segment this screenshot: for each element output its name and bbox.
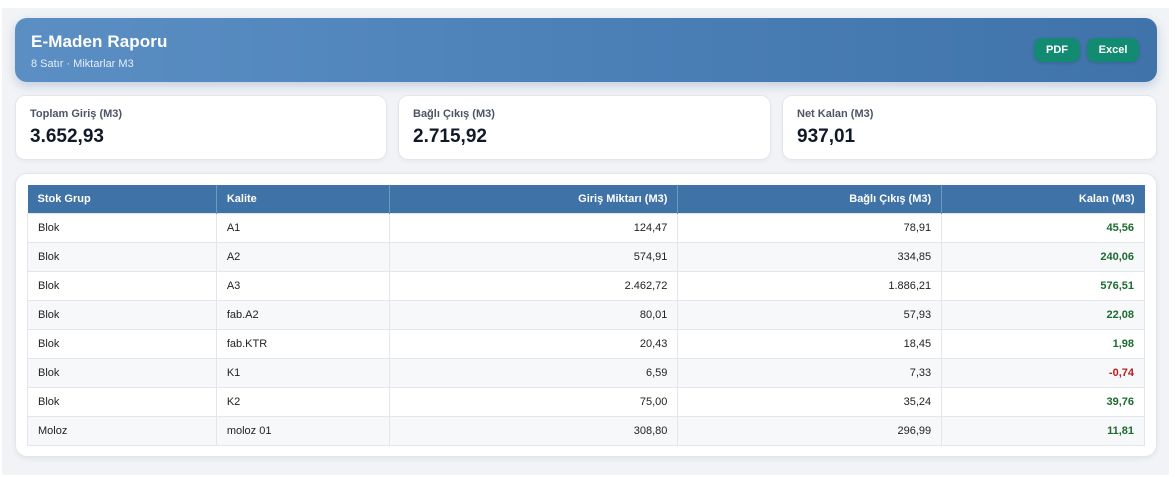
cell-in-amount: 80,01 bbox=[388, 299, 679, 330]
column-header-linked-out[interactable]: Bağlı Çıkış (M3) bbox=[677, 185, 943, 213]
cell-linked-out: 78,91 bbox=[677, 212, 943, 243]
cell-quality: A1 bbox=[215, 212, 390, 243]
cell-linked-out: 35,24 bbox=[677, 386, 943, 417]
cell-in-amount: 20,43 bbox=[388, 328, 679, 359]
cell-stock-group: Blok bbox=[27, 212, 217, 243]
cell-in-amount: 574,91 bbox=[388, 241, 679, 272]
report-table: Stok Grup Kalite Giriş Miktarı (M3) Bağl… bbox=[27, 185, 1145, 446]
cell-linked-out: 18,45 bbox=[677, 328, 943, 359]
cell-remaining: 22,08 bbox=[941, 299, 1145, 330]
cell-linked-out: 7,33 bbox=[677, 357, 943, 388]
table-row: Blok A1 124,47 78,91 45,56 bbox=[27, 212, 1145, 243]
cell-remaining: 240,06 bbox=[941, 241, 1145, 272]
cell-stock-group: Blok bbox=[27, 299, 217, 330]
report-table-card: Stok Grup Kalite Giriş Miktarı (M3) Bağl… bbox=[15, 173, 1157, 457]
table-row: Moloz moloz 01 308,80 296,99 11,81 bbox=[27, 415, 1145, 446]
cell-quality: A2 bbox=[215, 241, 390, 272]
summary-card-linked-out: Bağlı Çıkış (M3) 2.715,92 bbox=[398, 95, 771, 160]
cell-quality: moloz 01 bbox=[215, 415, 390, 446]
cell-remaining: 576,51 bbox=[941, 270, 1145, 301]
table-body: Blok A1 124,47 78,91 45,56 Blok A2 574,9… bbox=[27, 212, 1145, 446]
column-header-quality[interactable]: Kalite bbox=[216, 185, 390, 213]
cell-in-amount: 2.462,72 bbox=[388, 270, 679, 301]
table-row: Blok A2 574,91 334,85 240,06 bbox=[27, 241, 1145, 272]
column-header-remaining[interactable]: Kalan (M3) bbox=[941, 185, 1145, 213]
cell-remaining: 39,76 bbox=[941, 386, 1145, 417]
excel-export-button[interactable]: Excel bbox=[1087, 38, 1139, 62]
cell-stock-group: Blok bbox=[27, 357, 217, 388]
cell-stock-group: Blok bbox=[27, 386, 217, 417]
pdf-export-button[interactable]: PDF bbox=[1034, 38, 1080, 62]
cell-quality: A3 bbox=[215, 270, 390, 301]
table-row: Blok K2 75,00 35,24 39,76 bbox=[27, 386, 1145, 417]
table-header-row: Stok Grup Kalite Giriş Miktarı (M3) Bağl… bbox=[27, 185, 1145, 213]
cell-quality: fab.A2 bbox=[215, 299, 390, 330]
cell-linked-out: 57,93 bbox=[677, 299, 943, 330]
cell-stock-group: Blok bbox=[27, 270, 217, 301]
table-row: Blok fab.A2 80,01 57,93 22,08 bbox=[27, 299, 1145, 330]
summary-card-total-in: Toplam Giriş (M3) 3.652,93 bbox=[15, 95, 387, 160]
cell-remaining: 45,56 bbox=[941, 212, 1145, 243]
page-title: E-Maden Raporu bbox=[31, 32, 168, 51]
cell-stock-group: Moloz bbox=[27, 415, 217, 446]
cell-in-amount: 308,80 bbox=[388, 415, 679, 446]
cell-in-amount: 6,59 bbox=[388, 357, 679, 388]
cell-remaining: -0,74 bbox=[941, 357, 1145, 388]
cell-quality: K1 bbox=[215, 357, 390, 388]
cell-in-amount: 124,47 bbox=[388, 212, 679, 243]
summary-value: 937,01 bbox=[797, 126, 856, 147]
table-row: Blok A3 2.462,72 1.886,21 576,51 bbox=[27, 270, 1145, 301]
cell-linked-out: 1.886,21 bbox=[677, 270, 943, 301]
cell-remaining: 1,98 bbox=[941, 328, 1145, 359]
summary-label: Toplam Giriş (M3) bbox=[30, 108, 123, 120]
report-page: E-Maden Raporu 8 Satır · Miktarlar M3 PD… bbox=[2, 8, 1169, 475]
cell-quality: K2 bbox=[215, 386, 390, 417]
cell-in-amount: 75,00 bbox=[388, 386, 679, 417]
table-row: Blok fab.KTR 20,43 18,45 1,98 bbox=[27, 328, 1145, 359]
table-row: Blok K1 6,59 7,33 -0,74 bbox=[27, 357, 1145, 388]
column-header-in-amount[interactable]: Giriş Miktarı (M3) bbox=[389, 185, 679, 213]
summary-label: Bağlı Çıkış (M3) bbox=[413, 108, 495, 120]
report-header: E-Maden Raporu 8 Satır · Miktarlar M3 PD… bbox=[15, 18, 1157, 82]
cell-stock-group: Blok bbox=[27, 328, 217, 359]
summary-value: 2.715,92 bbox=[413, 126, 487, 147]
summary-value: 3.652,93 bbox=[30, 126, 104, 147]
cell-linked-out: 334,85 bbox=[677, 241, 943, 272]
cell-linked-out: 296,99 bbox=[677, 415, 943, 446]
column-header-stock-group[interactable]: Stok Grup bbox=[27, 185, 217, 213]
summary-card-net-remaining: Net Kalan (M3) 937,01 bbox=[782, 95, 1157, 160]
summary-label: Net Kalan (M3) bbox=[797, 108, 874, 120]
cell-remaining: 11,81 bbox=[941, 415, 1145, 446]
page-subtitle: 8 Satır · Miktarlar M3 bbox=[31, 58, 134, 70]
cell-stock-group: Blok bbox=[27, 241, 217, 272]
cell-quality: fab.KTR bbox=[215, 328, 390, 359]
